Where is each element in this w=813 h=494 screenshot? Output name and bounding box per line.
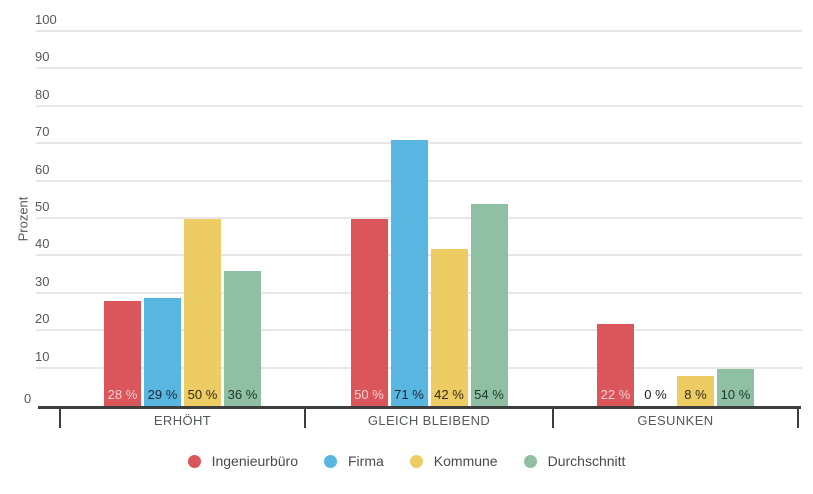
bar[interactable] — [430, 249, 468, 406]
legend-item-1[interactable]: Firma — [324, 453, 384, 469]
y-axis-tick-label: 100 — [35, 12, 57, 27]
bar[interactable] — [144, 298, 181, 406]
bar-value-label: 8 % — [684, 387, 707, 402]
y-axis-tick-label: 50 — [35, 199, 50, 214]
x-axis-tick — [552, 407, 554, 428]
bar-value-label: 36 % — [227, 387, 258, 402]
bar[interactable] — [350, 219, 388, 406]
legend-color-dot — [187, 454, 201, 468]
bar[interactable] — [104, 301, 141, 406]
legend-label: Kommune — [433, 453, 498, 469]
x-axis-tick — [59, 407, 61, 428]
bar-value-label: 50 % — [354, 387, 384, 402]
y-axis-tick-label: 60 — [35, 161, 50, 177]
y-axis-tick-label: 20 — [35, 311, 50, 327]
bar-value-label: 28 % — [107, 387, 138, 402]
y-axis-title: Prozent — [15, 196, 31, 242]
x-axis-category-label: GLEICH BLEIBEND — [367, 413, 491, 428]
y-axis-tick-label: 30 — [35, 273, 50, 289]
legend-label: Firma — [348, 453, 384, 469]
gridline — [36, 67, 802, 70]
legend-item-0[interactable]: Ingenieurbüro — [187, 453, 298, 469]
y-axis-tick-label: 90 — [35, 49, 50, 65]
y-axis-tick-label: 80 — [35, 86, 50, 102]
bar-value-label: 10 % — [720, 387, 751, 402]
y-axis-tick-label: 10 — [35, 348, 50, 364]
x-axis-tick — [797, 407, 799, 428]
legend: Ingenieurbüro Firma Kommune Durchschnitt — [0, 453, 813, 469]
x-axis-line — [38, 406, 801, 409]
y-axis-tick-label: 0 — [24, 391, 32, 406]
bar[interactable] — [224, 271, 261, 406]
bar-value-label: 0 % — [644, 387, 667, 402]
bar-value-label: 50 % — [187, 387, 218, 402]
legend-label: Ingenieurbüro — [211, 453, 298, 469]
legend-color-dot — [523, 454, 537, 468]
bar[interactable] — [597, 324, 634, 406]
bar-value-label: 54 % — [474, 387, 504, 402]
legend-item-2[interactable]: Kommune — [409, 453, 498, 469]
y-axis-tick-label: 40 — [35, 236, 50, 252]
bar-value-label: 42 % — [434, 387, 464, 402]
bar-value-label: 29 % — [147, 387, 178, 402]
legend-color-dot — [324, 454, 337, 468]
bar[interactable] — [470, 204, 508, 406]
bar[interactable] — [390, 140, 428, 406]
x-axis-category-label: GESUNKEN — [637, 413, 714, 428]
legend-color-dot — [409, 454, 423, 468]
legend-label: Durchschnitt — [547, 453, 626, 469]
x-axis-category-label: ERHÖHT — [153, 413, 212, 428]
bar[interactable] — [184, 219, 221, 406]
bar-value-label: 71 % — [394, 387, 424, 402]
bar[interactable] — [717, 369, 754, 406]
legend-item-3[interactable]: Durchschnitt — [523, 453, 626, 469]
gridline — [36, 104, 802, 107]
bar-value-label: 22 % — [600, 387, 631, 402]
gridline — [36, 30, 802, 32]
x-axis-tick — [304, 407, 306, 428]
bar[interactable] — [677, 376, 714, 406]
y-axis-tick-label: 70 — [35, 124, 50, 140]
